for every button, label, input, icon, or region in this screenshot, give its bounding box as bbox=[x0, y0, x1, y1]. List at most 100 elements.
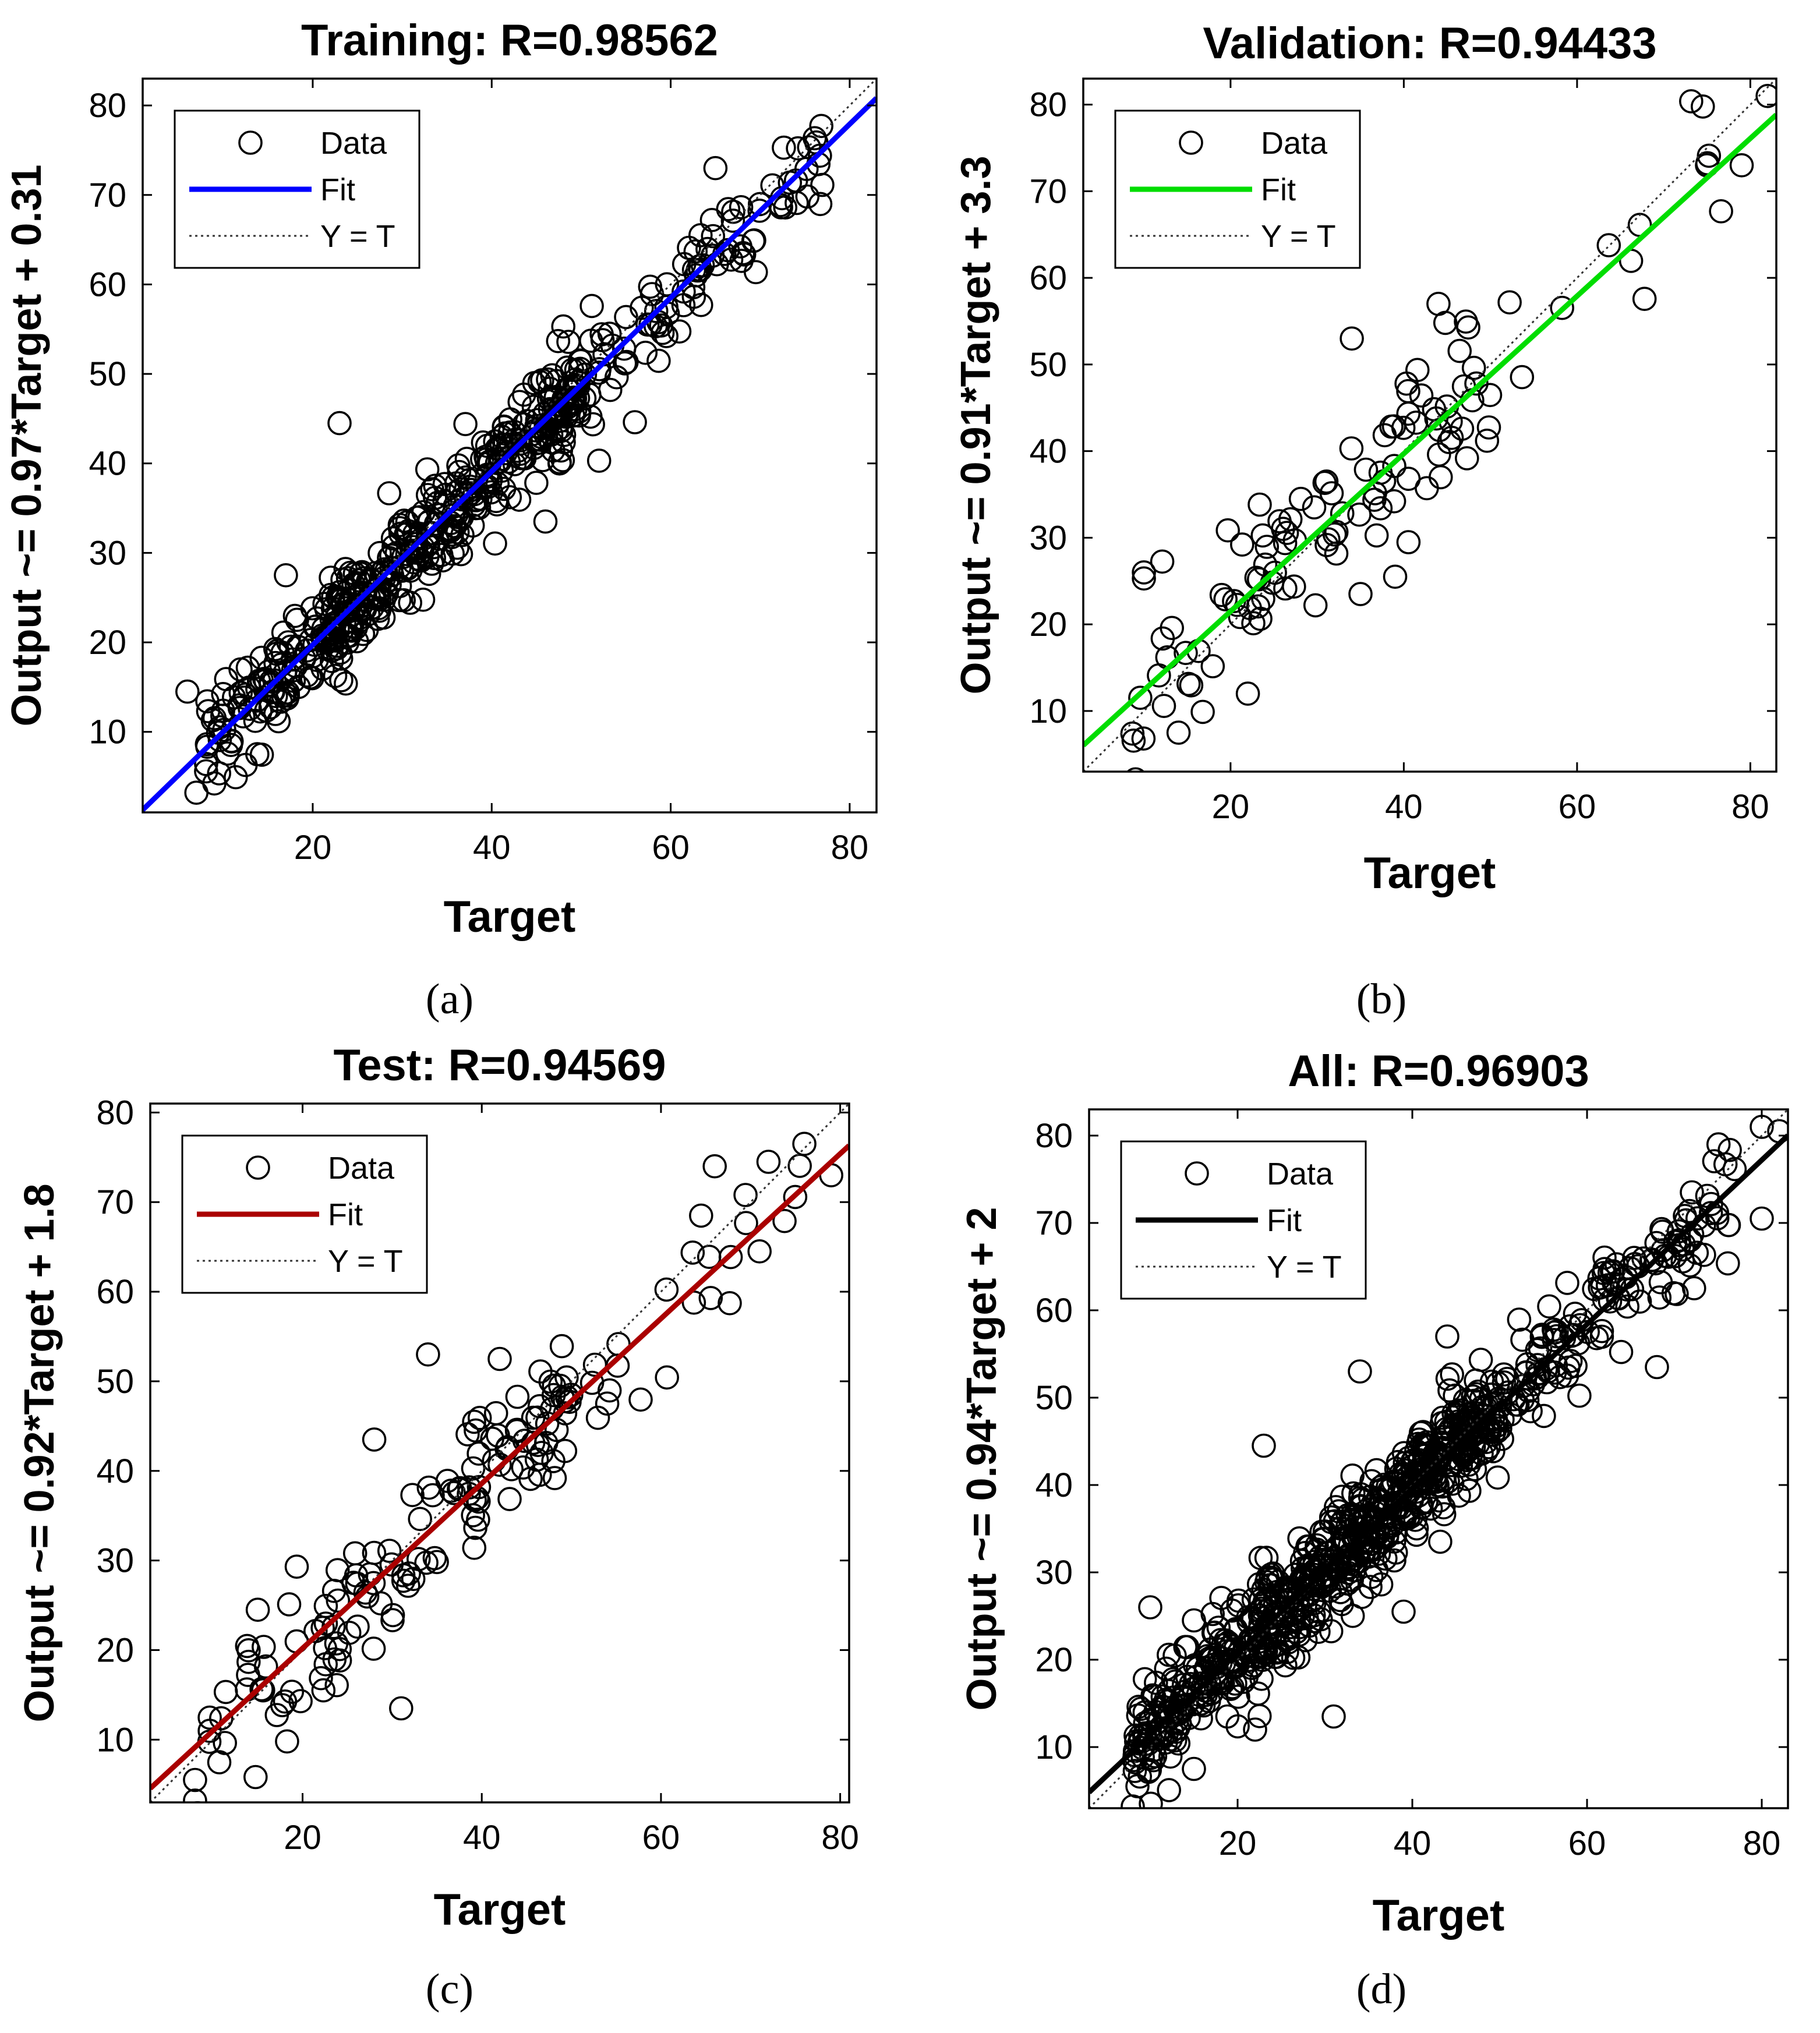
data-point bbox=[699, 207, 725, 232]
data-point bbox=[578, 404, 603, 429]
data-point bbox=[353, 1580, 378, 1605]
data-point bbox=[1263, 560, 1287, 585]
data-point bbox=[1254, 1589, 1279, 1614]
y-axis-label: Output ~= 0.97*Target + 0.31 bbox=[3, 164, 50, 726]
x-tick-label: 40 bbox=[463, 1819, 501, 1857]
data-point bbox=[208, 1706, 234, 1731]
data-point bbox=[1348, 582, 1373, 606]
data-point bbox=[362, 1540, 387, 1565]
data-point bbox=[773, 195, 798, 220]
y-tick-label: 70 bbox=[1035, 1204, 1073, 1242]
data-point bbox=[1537, 1294, 1561, 1319]
data-point bbox=[1409, 383, 1434, 408]
data-point bbox=[683, 239, 708, 264]
data-point bbox=[1650, 1219, 1675, 1244]
data-point bbox=[1415, 476, 1439, 501]
data-point bbox=[511, 445, 536, 470]
data-point bbox=[263, 684, 288, 708]
y-tick-label: 30 bbox=[1029, 519, 1067, 557]
data-point bbox=[211, 682, 236, 706]
data-point bbox=[1251, 1637, 1276, 1662]
data-point bbox=[1129, 1696, 1153, 1721]
data-point bbox=[524, 471, 549, 495]
data-point bbox=[539, 385, 564, 410]
data-point bbox=[1254, 535, 1280, 559]
y-tick-label: 10 bbox=[89, 713, 126, 751]
data-point bbox=[1498, 1402, 1523, 1427]
data-point bbox=[1166, 1731, 1191, 1756]
y-tick-label: 40 bbox=[1035, 1466, 1073, 1504]
data-point bbox=[1461, 1384, 1485, 1409]
chart-title: Validation: R=0.94433 bbox=[1203, 19, 1656, 68]
data-point bbox=[235, 1634, 260, 1659]
data-point bbox=[345, 592, 370, 617]
legend-identity-label: Y = T bbox=[1261, 219, 1336, 254]
data-point bbox=[680, 1240, 705, 1265]
x-tick-label: 80 bbox=[1743, 1825, 1781, 1862]
panel-caption: (c) bbox=[426, 1965, 473, 2013]
data-point bbox=[380, 1603, 405, 1628]
data-point bbox=[1347, 502, 1372, 527]
data-point bbox=[1132, 560, 1156, 585]
y-tick-label: 50 bbox=[1029, 346, 1067, 384]
data-point bbox=[718, 1291, 742, 1316]
data-point bbox=[559, 1383, 584, 1407]
data-point bbox=[1162, 1643, 1187, 1668]
data-point bbox=[1750, 1206, 1774, 1231]
data-point bbox=[1382, 1548, 1406, 1573]
data-point bbox=[1291, 1575, 1315, 1600]
data-point bbox=[483, 531, 507, 556]
data-point bbox=[1131, 726, 1156, 751]
data-point bbox=[321, 1579, 347, 1603]
y-axis-label: Output ~= 0.91*Target + 3.3 bbox=[953, 156, 999, 695]
data-point bbox=[422, 1546, 447, 1571]
data-point bbox=[1647, 1285, 1672, 1310]
data-point bbox=[786, 136, 810, 161]
data-point bbox=[1330, 501, 1355, 526]
data-point bbox=[1542, 1317, 1566, 1342]
data-point bbox=[1406, 1431, 1430, 1456]
data-point bbox=[462, 1536, 487, 1560]
data-point bbox=[463, 1515, 487, 1540]
legend: Data Fit Y = T bbox=[174, 109, 420, 269]
x-axis-label: Target bbox=[1373, 1891, 1505, 1940]
data-point bbox=[1235, 681, 1260, 706]
data-point bbox=[1588, 1275, 1612, 1300]
data-point bbox=[1567, 1383, 1592, 1408]
data-point bbox=[1218, 1677, 1243, 1701]
data-point bbox=[1596, 233, 1621, 257]
chart-title: All: R=0.96903 bbox=[1288, 1046, 1589, 1096]
data-point bbox=[1138, 1595, 1162, 1620]
legend-fit-label: Fit bbox=[1261, 172, 1296, 207]
data-point bbox=[324, 1673, 349, 1698]
data-point bbox=[313, 1611, 338, 1636]
data-point bbox=[527, 1394, 552, 1419]
data-point bbox=[1335, 1571, 1360, 1596]
data-point bbox=[531, 448, 555, 472]
y-tick-label: 30 bbox=[89, 534, 126, 572]
data-point bbox=[460, 478, 484, 503]
data-point bbox=[1386, 1469, 1411, 1494]
data-point bbox=[597, 1378, 622, 1403]
data-point bbox=[623, 410, 647, 434]
data-point bbox=[1179, 673, 1204, 698]
data-point bbox=[1132, 1700, 1157, 1725]
data-point bbox=[1261, 1567, 1286, 1592]
data-point bbox=[1252, 1433, 1276, 1458]
data-point bbox=[408, 1507, 433, 1532]
data-point bbox=[586, 448, 612, 473]
data-point bbox=[461, 1503, 486, 1528]
data-point bbox=[285, 607, 309, 632]
data-point bbox=[1476, 415, 1501, 440]
data-point bbox=[532, 401, 557, 426]
data-points bbox=[183, 1132, 843, 1802]
y-tick-label: 70 bbox=[1029, 172, 1067, 210]
axes-frame bbox=[1082, 77, 1777, 773]
legend-identity-label: Y = T bbox=[1267, 1250, 1342, 1285]
data-point bbox=[292, 646, 317, 671]
axes-frame bbox=[1088, 1108, 1789, 1809]
data-point bbox=[1158, 1705, 1183, 1730]
x-axis-label: Target bbox=[1364, 848, 1496, 898]
panel-caption: (d) bbox=[1356, 1965, 1406, 2013]
data-point bbox=[672, 279, 696, 304]
